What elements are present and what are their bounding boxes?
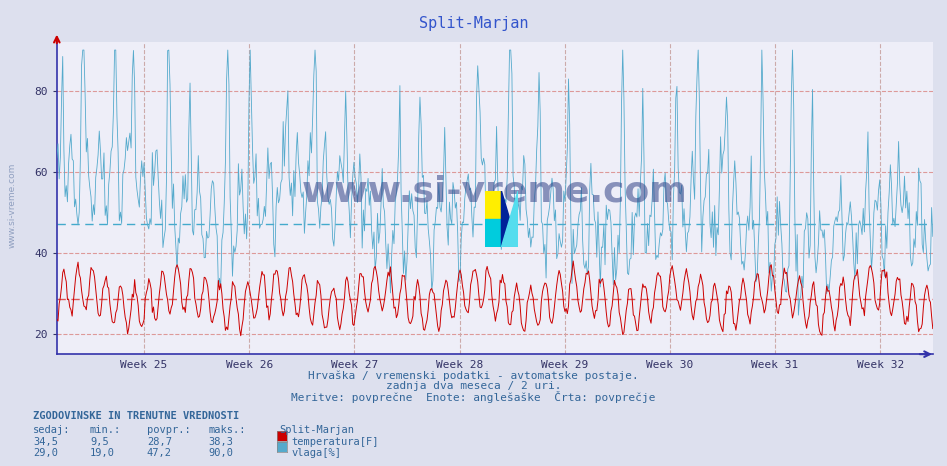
Text: maks.:: maks.: [208,425,246,435]
Text: 47,2: 47,2 [147,448,171,458]
Text: 38,3: 38,3 [208,437,233,447]
Text: vlaga[%]: vlaga[%] [292,448,342,458]
Polygon shape [485,191,502,219]
Text: 19,0: 19,0 [90,448,115,458]
Text: povpr.:: povpr.: [147,425,190,435]
Text: temperatura[F]: temperatura[F] [292,437,379,447]
Text: Split-Marjan: Split-Marjan [279,425,354,435]
Text: min.:: min.: [90,425,121,435]
Text: 90,0: 90,0 [208,448,233,458]
Text: Meritve: povprečne  Enote: anglešaške  Črta: povprečje: Meritve: povprečne Enote: anglešaške Črt… [292,391,655,404]
Text: www.si-vreme.com: www.si-vreme.com [8,162,17,248]
Text: zadnja dva meseca / 2 uri.: zadnja dva meseca / 2 uri. [385,381,562,391]
Text: ZGODOVINSKE IN TRENUTNE VREDNOSTI: ZGODOVINSKE IN TRENUTNE VREDNOSTI [33,411,240,421]
Polygon shape [485,219,502,247]
Polygon shape [502,191,518,247]
Text: 28,7: 28,7 [147,437,171,447]
Text: www.si-vreme.com: www.si-vreme.com [302,175,688,209]
Text: sedaj:: sedaj: [33,425,71,435]
Text: 29,0: 29,0 [33,448,58,458]
Text: Split-Marjan: Split-Marjan [419,16,528,31]
Text: Hrvaška / vremenski podatki - avtomatske postaje.: Hrvaška / vremenski podatki - avtomatske… [308,370,639,381]
Text: 9,5: 9,5 [90,437,109,447]
Polygon shape [502,191,518,247]
Text: 34,5: 34,5 [33,437,58,447]
